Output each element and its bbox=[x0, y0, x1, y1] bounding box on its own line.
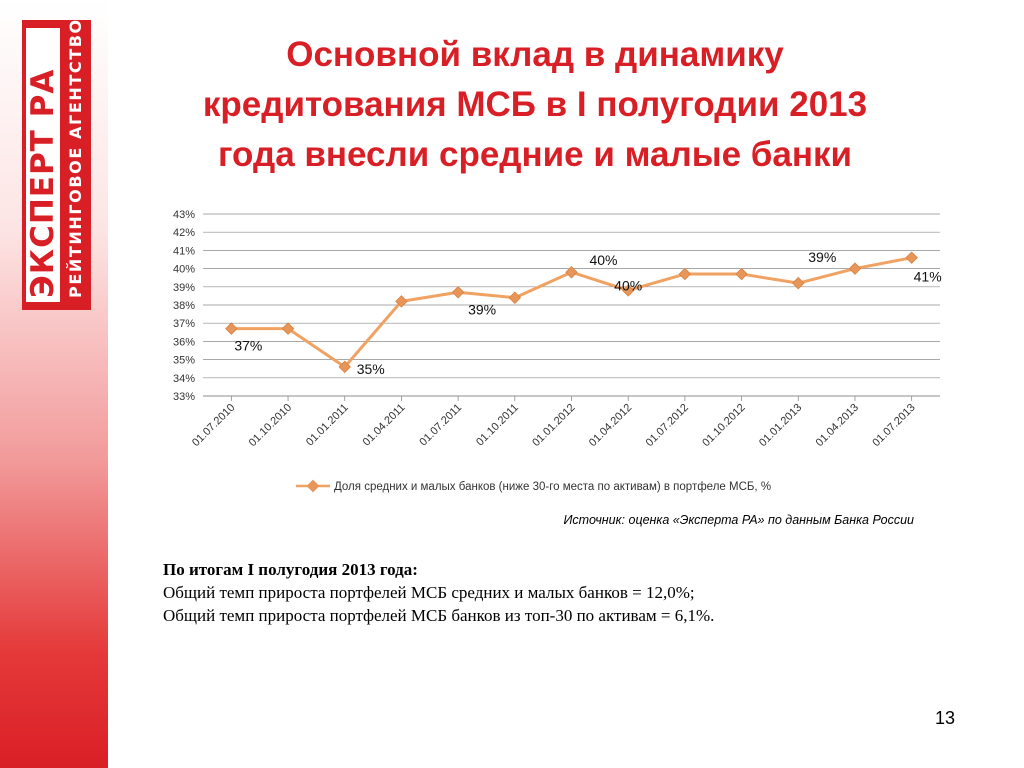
y-tick-label: 35% bbox=[173, 355, 195, 367]
y-tick-label: 43% bbox=[173, 209, 195, 221]
data-label: 39% bbox=[468, 301, 496, 317]
y-tick-label: 39% bbox=[173, 282, 195, 294]
y-tick-label: 34% bbox=[173, 373, 195, 385]
summary-heading: По итогам I полугодия 2013 года: bbox=[163, 560, 418, 579]
x-tick-label: 01.01.2011 bbox=[304, 402, 351, 449]
data-point bbox=[848, 262, 862, 275]
data-labels: 37% 35% 39% 40% 40% 39% 41% bbox=[234, 249, 941, 377]
y-tick-label: 33% bbox=[173, 391, 195, 403]
data-point bbox=[905, 251, 918, 264]
summary-line: Общий темп прироста портфелей МСБ банков… bbox=[163, 606, 715, 625]
data-label: 40% bbox=[589, 252, 617, 268]
x-tick-label: 01.10.2011 bbox=[474, 402, 521, 449]
data-point bbox=[338, 360, 351, 374]
data-point bbox=[678, 267, 692, 281]
summary-line: Общий темп прироста портфелей МСБ средни… bbox=[163, 583, 695, 602]
data-label: 35% bbox=[357, 361, 385, 377]
x-tick-label: 01.04.2012 bbox=[587, 402, 634, 449]
data-label: 40% bbox=[614, 277, 642, 293]
summary-block: По итогам I полугодия 2013 года: Общий т… bbox=[163, 558, 963, 627]
x-tick-label: 01.01.2013 bbox=[757, 402, 804, 449]
x-tick-label: 01.07.2012 bbox=[644, 402, 691, 449]
y-axis-ticks: 33% 34% 35% 36% 37% 38% 39% 40% 41% 42% 43% bbox=[173, 209, 195, 403]
logo-main-text: ЭКСПЕРТ РА bbox=[25, 28, 61, 302]
y-tick-label: 36% bbox=[173, 336, 195, 348]
x-tick-label: 01.04.2011 bbox=[361, 402, 408, 449]
legend-marker bbox=[306, 479, 320, 493]
data-point bbox=[792, 276, 805, 290]
x-tick-label: 01.10.2010 bbox=[247, 402, 294, 449]
x-tick-label: 01.07.2010 bbox=[190, 402, 237, 449]
data-label: 37% bbox=[234, 338, 262, 354]
title-line: кредитования МСБ в I полугодии 2013 bbox=[202, 85, 868, 124]
x-axis-ticks: 01.07.2010 01.10.2010 01.01.2011 01.04.2011… bbox=[190, 402, 918, 449]
data-label: 41% bbox=[914, 269, 942, 285]
title-line: Основной вклад в динамику bbox=[286, 35, 784, 74]
company-logo: ЭКСПЕРТ РА РЕЙТИНГОВОЕ АГЕНТСТВО bbox=[22, 18, 91, 310]
y-tick-label: 38% bbox=[173, 300, 195, 312]
data-point bbox=[508, 291, 522, 304]
logo-sub-text: РЕЙТИНГОВОЕ АГЕНТСТВО bbox=[66, 18, 85, 298]
y-tick-label: 42% bbox=[173, 227, 195, 239]
chart-grid bbox=[203, 213, 940, 401]
line-chart: 33% 34% 35% 36% 37% 38% 39% 40% 41% 42% 43% 01.07.… bbox=[173, 209, 942, 493]
y-tick-label: 37% bbox=[173, 318, 195, 330]
y-tick-label: 40% bbox=[173, 264, 195, 276]
data-point bbox=[565, 266, 578, 279]
title-line: года внесли средние и малые банки bbox=[217, 135, 853, 174]
slide-title: Основной вклад в динамику кредитования М… bbox=[130, 30, 940, 180]
x-tick-label: 01.01.2012 bbox=[530, 402, 577, 449]
x-tick-label: 01.07.2011 bbox=[417, 402, 464, 449]
x-tick-label: 01.10.2012 bbox=[700, 402, 747, 449]
page-number: 13 bbox=[935, 708, 956, 728]
x-tick-label: 01.04.2013 bbox=[814, 402, 861, 449]
data-label: 39% bbox=[808, 249, 836, 265]
data-point bbox=[451, 286, 465, 299]
data-point bbox=[281, 322, 295, 335]
y-tick-label: 41% bbox=[173, 245, 195, 257]
data-point bbox=[395, 295, 408, 308]
legend-label: Доля средних и малых банков (ниже 30-го … bbox=[334, 481, 771, 493]
data-point bbox=[621, 284, 635, 297]
data-point bbox=[735, 267, 748, 281]
source-note: Источник: оценка «Эксперта РА» по данным… bbox=[563, 513, 914, 527]
chart-series bbox=[225, 251, 918, 374]
chart-legend: Доля средних и малых банков (ниже 30-го … bbox=[296, 479, 771, 493]
x-tick-label: 01.07.2013 bbox=[870, 402, 917, 449]
data-point bbox=[225, 322, 238, 335]
